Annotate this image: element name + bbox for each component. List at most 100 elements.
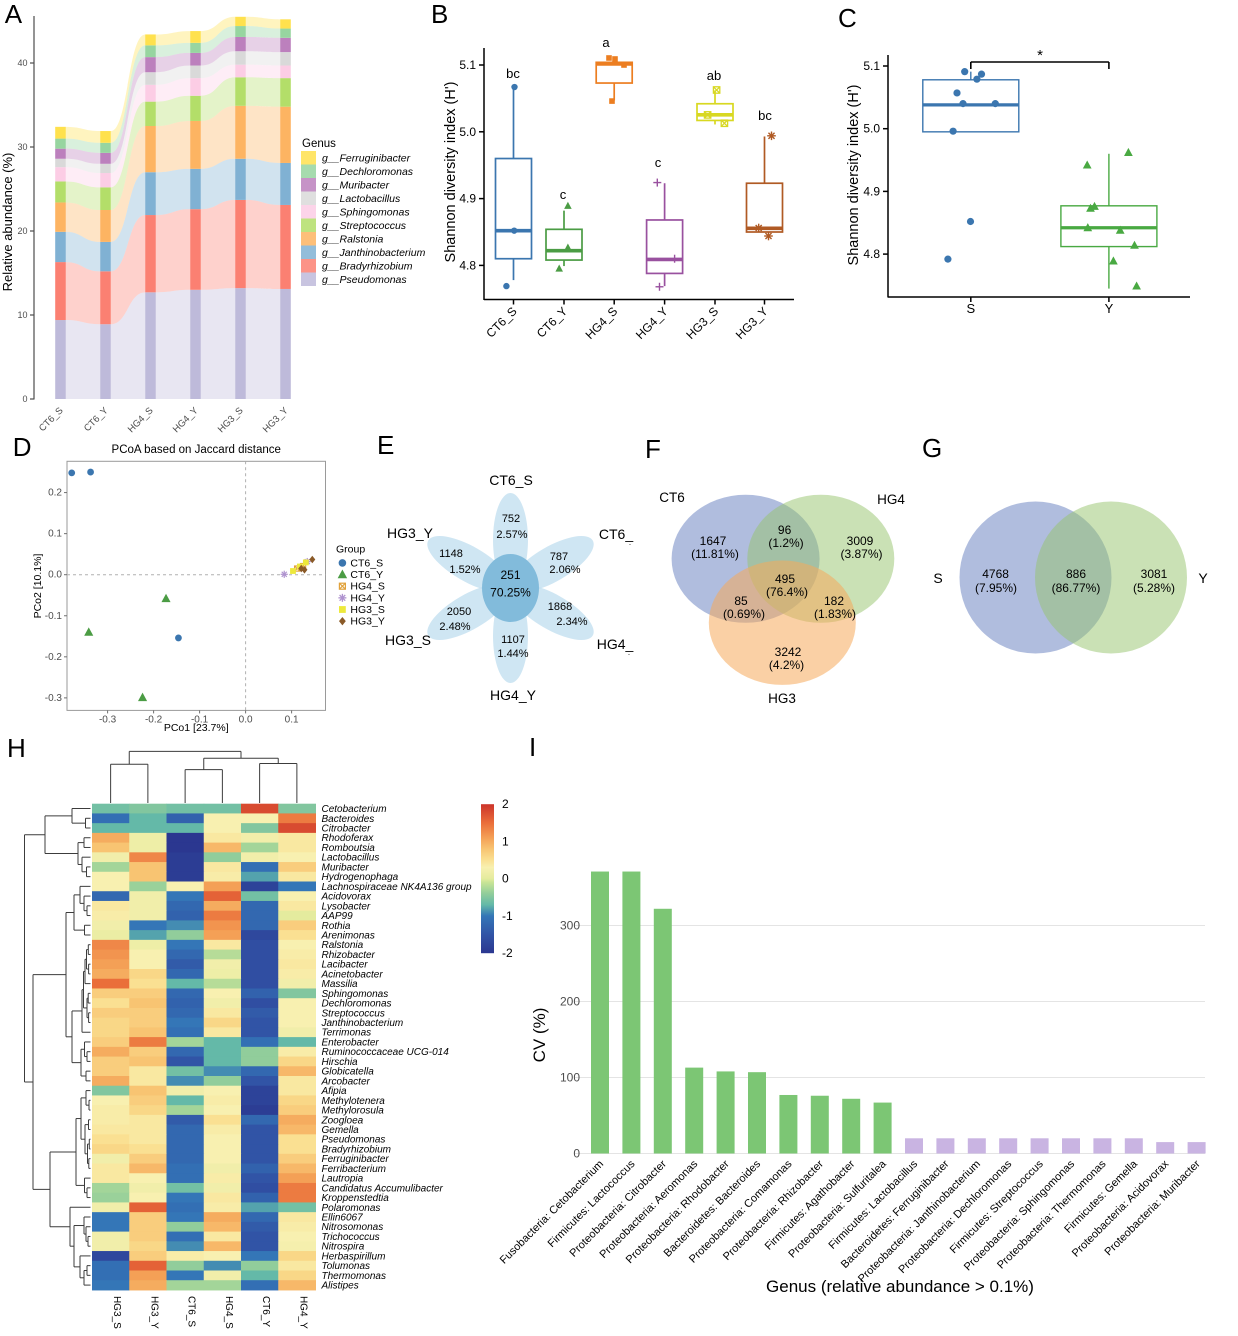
svg-text:(7.95%): (7.95%) — [975, 581, 1017, 595]
svg-text:G: G — [922, 433, 942, 463]
svg-text:Lautropia: Lautropia — [322, 1174, 364, 1185]
svg-text:Kroppenstedtia: Kroppenstedtia — [322, 1193, 390, 1204]
svg-text:96: 96 — [778, 523, 792, 537]
svg-text:5.0: 5.0 — [459, 125, 476, 139]
svg-text:g__Lactobacillus: g__Lactobacillus — [322, 193, 401, 205]
svg-text:HG3: HG3 — [768, 691, 796, 706]
svg-text:Herbaspirillum: Herbaspirillum — [322, 1251, 386, 1262]
svg-text:-0.2: -0.2 — [45, 652, 63, 663]
svg-text:-0.1: -0.1 — [45, 611, 63, 622]
svg-text:3009: 3009 — [847, 534, 874, 548]
svg-text:(3.87%): (3.87%) — [840, 547, 882, 561]
svg-text:Globicatella: Globicatella — [322, 1067, 375, 1078]
svg-text:Arenimonas: Arenimonas — [321, 930, 375, 941]
svg-text:CT6_Y: CT6_Y — [350, 569, 383, 581]
svg-text:20: 20 — [17, 226, 27, 236]
svg-text:1148: 1148 — [439, 548, 463, 560]
svg-text:A: A — [5, 0, 23, 29]
svg-text:-0.3: -0.3 — [99, 714, 117, 725]
svg-text:0: 0 — [502, 872, 509, 886]
svg-text:g__Ferruginibacter: g__Ferruginibacter — [322, 152, 411, 164]
svg-text:2.34%: 2.34% — [556, 616, 587, 628]
svg-text:HG4_S: HG4_S — [223, 1296, 234, 1329]
svg-text:Methylorosula: Methylorosula — [322, 1106, 385, 1117]
svg-text:c: c — [655, 155, 662, 170]
svg-text:Lysobacter: Lysobacter — [322, 901, 371, 912]
svg-text:g__Muribacter: g__Muribacter — [322, 179, 390, 191]
svg-text:251: 251 — [500, 568, 520, 582]
svg-text:Rothia: Rothia — [322, 921, 351, 932]
svg-text:(86.77%): (86.77%) — [1052, 581, 1101, 595]
svg-text:HG4_: HG4_ — [597, 636, 634, 652]
svg-text:g__Janthinobacterium: g__Janthinobacterium — [322, 247, 426, 259]
svg-text:g__Ralstonia: g__Ralstonia — [322, 233, 383, 245]
svg-text:Bradyrhizobium: Bradyrhizobium — [322, 1144, 391, 1155]
svg-text:(4.2%): (4.2%) — [769, 658, 804, 672]
svg-text:Genus (relative abundance > 0.: Genus (relative abundance > 0.1%) — [766, 1277, 1034, 1296]
svg-text:Trichococcus: Trichococcus — [322, 1232, 380, 1243]
svg-text:B: B — [431, 0, 448, 29]
svg-text:Alistipes: Alistipes — [321, 1281, 359, 1292]
svg-text:10: 10 — [17, 310, 27, 320]
svg-text:-0.3: -0.3 — [45, 693, 63, 704]
svg-text:S: S — [966, 301, 975, 316]
svg-text:2: 2 — [502, 797, 509, 811]
svg-text:Massilia: Massilia — [322, 979, 359, 990]
svg-text:4.8: 4.8 — [863, 247, 880, 261]
svg-text:Relative abundance (%): Relative abundance (%) — [0, 153, 15, 292]
svg-text:-0.2: -0.2 — [145, 714, 163, 725]
svg-text:Rhizobacter: Rhizobacter — [322, 950, 376, 961]
svg-text:Zoogloea: Zoogloea — [321, 1115, 364, 1126]
svg-text:HG4_Y: HG4_Y — [297, 1296, 308, 1329]
svg-text:Dechloromonas: Dechloromonas — [322, 999, 392, 1010]
svg-text:5.1: 5.1 — [459, 58, 476, 72]
svg-text:Acinetobacter: Acinetobacter — [321, 969, 384, 980]
svg-text:g__Dechloromonas: g__Dechloromonas — [322, 166, 414, 178]
svg-text:1: 1 — [502, 834, 509, 848]
svg-text:0.2: 0.2 — [48, 488, 62, 499]
svg-text:H: H — [7, 733, 26, 763]
svg-text:Hirschia: Hirschia — [322, 1057, 359, 1068]
svg-text:*: * — [1037, 47, 1043, 64]
svg-text:HG4_Y: HG4_Y — [350, 592, 384, 604]
svg-text:HG3_Y: HG3_Y — [387, 525, 434, 541]
svg-text:Hydrogenophaga: Hydrogenophaga — [322, 872, 399, 883]
svg-text:2050: 2050 — [447, 606, 471, 618]
svg-text:Group: Group — [336, 544, 365, 556]
svg-text:85: 85 — [734, 594, 748, 608]
svg-text:Lachnospiraceae NK4A136 group: Lachnospiraceae NK4A136 group — [322, 882, 473, 893]
svg-text:CT6_S: CT6_S — [186, 1296, 197, 1327]
svg-text:0: 0 — [22, 394, 27, 404]
svg-text:Romboutsia: Romboutsia — [322, 843, 376, 854]
svg-text:0.0: 0.0 — [48, 570, 62, 581]
svg-text:g__Streptococcus: g__Streptococcus — [322, 220, 407, 232]
svg-text:182: 182 — [824, 594, 844, 608]
svg-text:0: 0 — [573, 1147, 580, 1161]
svg-text:886: 886 — [1066, 567, 1086, 581]
svg-text:787: 787 — [550, 551, 568, 563]
svg-text:300: 300 — [560, 919, 580, 933]
svg-text:Streptococcus: Streptococcus — [322, 1008, 385, 1019]
svg-text:Rhodoferax: Rhodoferax — [322, 833, 375, 844]
svg-text:100: 100 — [560, 1071, 580, 1085]
svg-text:(0.69%): (0.69%) — [723, 607, 765, 621]
svg-text:C: C — [838, 3, 857, 33]
svg-text:Y: Y — [1198, 570, 1208, 586]
svg-text:D: D — [13, 432, 32, 462]
svg-text:.: . — [629, 538, 631, 547]
svg-text:0.0: 0.0 — [239, 714, 253, 725]
svg-text:-2: -2 — [502, 946, 513, 960]
svg-text:1647: 1647 — [700, 534, 727, 548]
svg-text:Bacteroides: Bacteroides — [322, 814, 375, 825]
svg-text:4.9: 4.9 — [863, 184, 880, 198]
svg-text:S: S — [933, 570, 942, 586]
svg-text:CT6_: CT6_ — [599, 526, 633, 542]
svg-text:1.44%: 1.44% — [497, 648, 528, 660]
svg-text:4.9: 4.9 — [459, 192, 476, 206]
svg-text:CT6_S: CT6_S — [350, 557, 383, 569]
svg-text:Ferribacterium: Ferribacterium — [322, 1164, 386, 1175]
svg-text:Shannon diversity index (H'): Shannon diversity index (H') — [443, 82, 459, 263]
svg-text:Shannon diversity index (H'): Shannon diversity index (H') — [846, 85, 862, 266]
svg-text:.: . — [628, 648, 630, 657]
svg-text:HG4: HG4 — [877, 492, 905, 507]
